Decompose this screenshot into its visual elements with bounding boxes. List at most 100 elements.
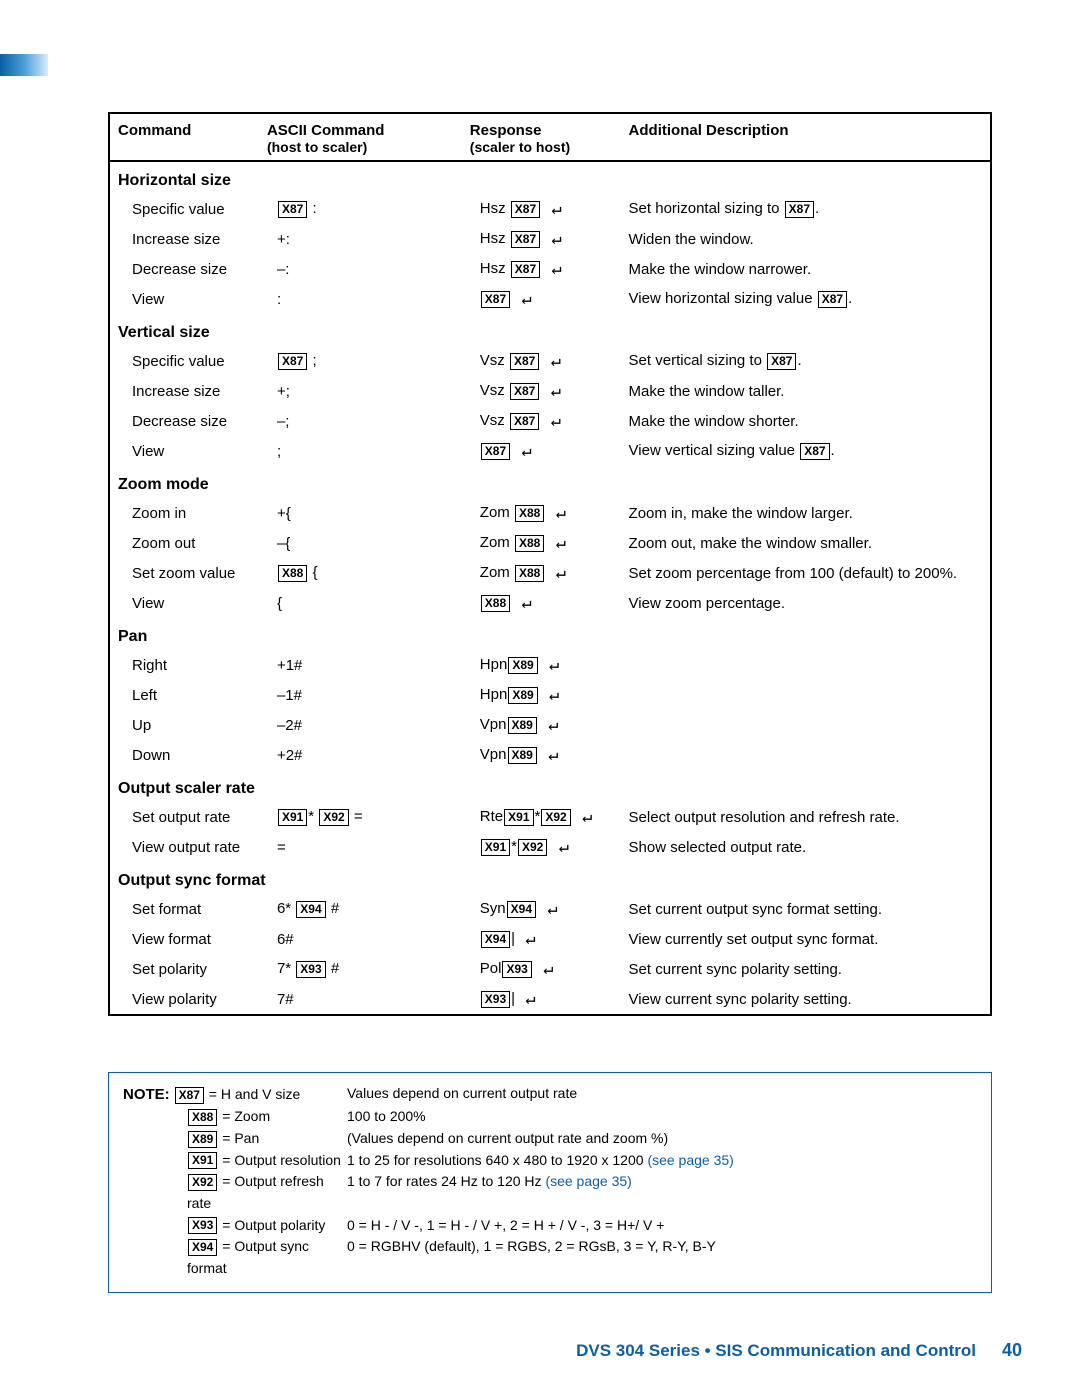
cell-response: Hsz X87 ↵: [462, 254, 621, 284]
table-row: Increase size+:Hsz X87 ↵Widen the window…: [109, 224, 991, 254]
table-row: Specific valueX87 ;Vsz X87 ↵Set vertical…: [109, 346, 991, 376]
table-row: View polarity7#X93| ↵View current sync p…: [109, 984, 991, 1015]
return-icon: ↵: [540, 351, 560, 371]
var-x89-box: X89: [508, 747, 537, 764]
table-row: View{X88 ↵View zoom percentage.: [109, 588, 991, 618]
cell-ascii: –{: [259, 528, 462, 558]
header-stripe: [0, 54, 48, 76]
cell-response: SynX94 ↵: [462, 894, 621, 924]
var-x94-box: X94: [507, 901, 536, 918]
var-x93-box: X93: [188, 1217, 217, 1234]
return-icon: ↵: [541, 229, 561, 249]
cell-command: Decrease size: [109, 254, 259, 284]
header-ascii-main: ASCII Command: [267, 122, 385, 139]
return-icon: ↵: [539, 655, 559, 675]
cell-description: View current sync polarity setting.: [621, 984, 991, 1015]
return-icon: ↵: [541, 199, 561, 219]
var-x92-box: X92: [319, 809, 348, 826]
var-x92-box: X92: [188, 1174, 217, 1191]
cell-command: View: [109, 284, 259, 314]
cell-command: View output rate: [109, 832, 259, 862]
var-x91-box: X91: [504, 809, 533, 826]
table-row: View format6#X94| ↵View currently set ou…: [109, 924, 991, 954]
return-icon: ↵: [533, 959, 553, 979]
cell-description: Show selected output rate.: [621, 832, 991, 862]
cell-ascii: =: [259, 832, 462, 862]
table-row: View:X87 ↵View horizontal sizing value X…: [109, 284, 991, 314]
var-x87-box: X87: [481, 443, 510, 460]
var-x87-box: X87: [175, 1087, 204, 1104]
cell-ascii: {: [259, 588, 462, 618]
see-page-link[interactable]: (see page 35): [647, 1152, 733, 1168]
cell-ascii: X91* X92 =: [259, 802, 462, 832]
var-x92-box: X92: [518, 839, 547, 856]
var-x88-box: X88: [188, 1109, 217, 1126]
section-header: Horizontal size: [109, 161, 991, 194]
var-x87-box: X87: [818, 291, 847, 308]
var-x92-box: X92: [541, 809, 570, 826]
page-footer: DVS 304 Series • SIS Communication and C…: [0, 1340, 1080, 1361]
table-row: Down+2#VpnX89 ↵: [109, 740, 991, 770]
cell-description: Set horizontal sizing to X87.: [621, 194, 991, 224]
header-response: Response (scaler to host): [462, 113, 621, 161]
cell-ascii: +;: [259, 376, 462, 406]
cell-response: HpnX89 ↵: [462, 680, 621, 710]
section-header: Pan: [109, 618, 991, 650]
return-icon: ↵: [545, 503, 565, 523]
cell-command: Zoom out: [109, 528, 259, 558]
header-response-sub: (scaler to host): [470, 139, 570, 155]
header-command: Command: [109, 113, 259, 161]
cell-description: Widen the window.: [621, 224, 991, 254]
cell-description: [621, 650, 991, 680]
cell-response: Hsz X87 ↵: [462, 194, 621, 224]
return-icon: ↵: [538, 715, 558, 735]
see-page-link[interactable]: (see page 35): [545, 1173, 631, 1189]
table-row: Zoom out–{Zom X88 ↵Zoom out, make the wi…: [109, 528, 991, 558]
cell-response: VpnX89 ↵: [462, 740, 621, 770]
table-row: Right+1#HpnX89 ↵: [109, 650, 991, 680]
var-x88-box: X88: [278, 565, 307, 582]
table-header-row: Command ASCII Command (host to scaler) R…: [109, 113, 991, 161]
cell-ascii: ;: [259, 436, 462, 466]
var-x89-box: X89: [508, 687, 537, 704]
table-row: Set format6* X94 #SynX94 ↵Set current ou…: [109, 894, 991, 924]
table-row: Left–1#HpnX89 ↵: [109, 680, 991, 710]
cell-response: X87 ↵: [462, 436, 621, 466]
section-title: Vertical size: [109, 314, 991, 346]
var-x93-box: X93: [502, 961, 531, 978]
var-x89-box: X89: [508, 657, 537, 674]
table-row: Specific valueX87 :Hsz X87 ↵Set horizont…: [109, 194, 991, 224]
cell-command: View: [109, 588, 259, 618]
cell-command: Set output rate: [109, 802, 259, 832]
page-content: Command ASCII Command (host to scaler) R…: [0, 0, 1080, 1293]
var-x87-box: X87: [511, 261, 540, 278]
cell-command: Increase size: [109, 224, 259, 254]
note-var-def: X91 = Output resolution: [123, 1150, 347, 1172]
return-icon: ↵: [539, 685, 559, 705]
var-x89-box: X89: [188, 1131, 217, 1148]
note-value: Values depend on current output rate: [347, 1083, 977, 1106]
note-line: X92 = Output refresh rate1 to 7 for rate…: [123, 1171, 977, 1214]
cell-ascii: 7* X93 #: [259, 954, 462, 984]
cell-response: X91*X92 ↵: [462, 832, 621, 862]
section-header: Vertical size: [109, 314, 991, 346]
var-x87-box: X87: [510, 353, 539, 370]
section-title: Pan: [109, 618, 991, 650]
var-x87-box: X87: [511, 201, 540, 218]
cell-response: PolX93 ↵: [462, 954, 621, 984]
cell-description: [621, 680, 991, 710]
cell-command: Decrease size: [109, 406, 259, 436]
return-icon: ↵: [545, 563, 565, 583]
section-header: Output scaler rate: [109, 770, 991, 802]
return-icon: ↵: [541, 259, 561, 279]
note-line: X88 = Zoom100 to 200%: [123, 1106, 977, 1128]
cell-response: Zom X88 ↵: [462, 528, 621, 558]
cell-ascii: –1#: [259, 680, 462, 710]
note-box: NOTE: X87 = H and V size Values depend o…: [108, 1072, 992, 1293]
cell-description: Zoom in, make the window larger.: [621, 498, 991, 528]
return-icon: ↵: [540, 381, 560, 401]
table-row: Decrease size–:Hsz X87 ↵Make the window …: [109, 254, 991, 284]
cell-command: Left: [109, 680, 259, 710]
var-x94-box: X94: [296, 901, 325, 918]
header-description: Additional Description: [621, 113, 991, 161]
